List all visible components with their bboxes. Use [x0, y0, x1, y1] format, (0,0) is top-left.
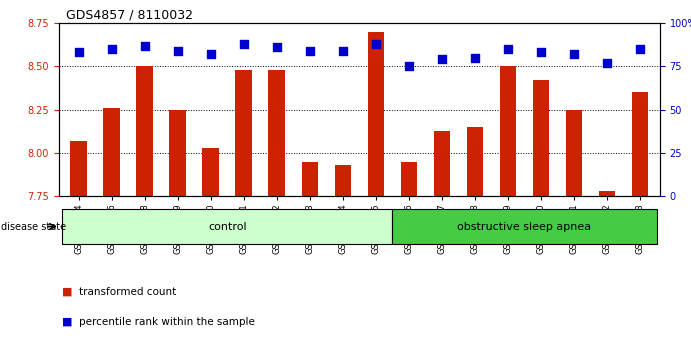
Point: [569, 51, 580, 57]
Point: [602, 60, 613, 66]
Point: [139, 43, 150, 48]
Text: obstructive sleep apnea: obstructive sleep apnea: [457, 222, 591, 232]
Point: [172, 48, 183, 53]
Point: [205, 51, 216, 57]
Text: ■: ■: [62, 287, 73, 297]
Point: [238, 41, 249, 47]
Text: percentile rank within the sample: percentile rank within the sample: [79, 317, 256, 327]
Point: [271, 45, 282, 50]
Point: [536, 50, 547, 55]
Bar: [62, 209, 392, 244]
Point: [437, 57, 448, 62]
Point: [469, 55, 480, 61]
Point: [304, 48, 315, 53]
Bar: [533, 80, 549, 196]
Bar: [269, 70, 285, 196]
Point: [404, 64, 415, 69]
Bar: [301, 162, 318, 196]
Point: [502, 46, 513, 52]
Bar: [401, 162, 417, 196]
Text: control: control: [208, 222, 247, 232]
Bar: [202, 148, 219, 196]
Point: [634, 46, 645, 52]
Bar: [632, 92, 648, 196]
Bar: [236, 70, 252, 196]
Text: transformed count: transformed count: [79, 287, 177, 297]
Point: [337, 48, 348, 53]
Bar: [169, 110, 186, 196]
Bar: [70, 141, 87, 196]
Point: [106, 46, 117, 52]
Bar: [334, 165, 351, 196]
Bar: [434, 131, 450, 196]
Text: ■: ■: [62, 317, 73, 327]
Bar: [104, 108, 120, 196]
Bar: [392, 209, 656, 244]
Bar: [136, 67, 153, 196]
Bar: [566, 110, 583, 196]
Text: GDS4857 / 8110032: GDS4857 / 8110032: [66, 9, 193, 22]
Bar: [466, 127, 483, 196]
Bar: [500, 67, 516, 196]
Bar: [368, 32, 384, 196]
Text: disease state: disease state: [1, 222, 66, 232]
Point: [370, 41, 381, 47]
Point: [73, 50, 84, 55]
Bar: [599, 191, 615, 196]
